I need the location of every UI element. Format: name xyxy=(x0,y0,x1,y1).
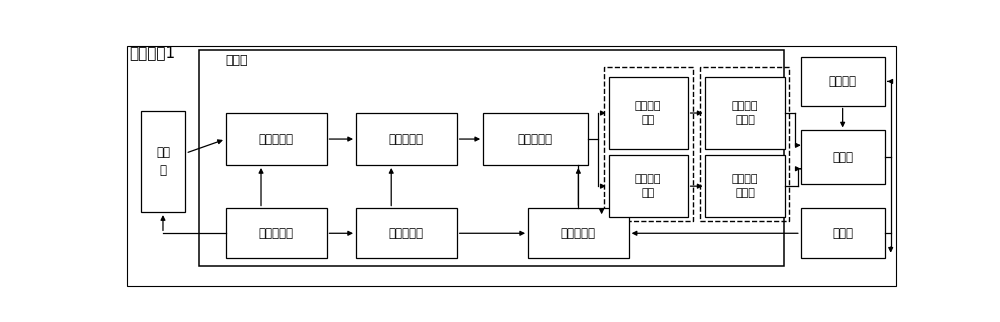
FancyBboxPatch shape xyxy=(140,110,185,212)
FancyBboxPatch shape xyxy=(528,208,629,258)
FancyBboxPatch shape xyxy=(705,77,785,149)
FancyBboxPatch shape xyxy=(483,113,588,165)
Text: 数据接收器: 数据接收器 xyxy=(259,133,294,146)
Text: 电源接口: 电源接口 xyxy=(829,75,857,88)
Text: 数据控制器: 数据控制器 xyxy=(518,133,553,146)
FancyBboxPatch shape xyxy=(801,130,885,184)
Text: 驱动器: 驱动器 xyxy=(832,150,853,164)
Text: 系统控制器: 系统控制器 xyxy=(259,227,294,240)
Text: 接收器: 接收器 xyxy=(832,227,853,240)
FancyBboxPatch shape xyxy=(226,208,326,258)
Text: 数据发送
通道: 数据发送 通道 xyxy=(635,174,661,198)
FancyBboxPatch shape xyxy=(226,113,326,165)
Text: 数据发送
转换器: 数据发送 转换器 xyxy=(732,101,758,125)
FancyBboxPatch shape xyxy=(801,208,885,258)
FancyBboxPatch shape xyxy=(801,57,885,106)
Text: 数据缓存器: 数据缓存器 xyxy=(389,133,424,146)
Text: 传感
器: 传感 器 xyxy=(156,146,170,177)
FancyBboxPatch shape xyxy=(705,155,785,217)
Text: 数据发送
通道: 数据发送 通道 xyxy=(635,101,661,125)
Text: 控制器: 控制器 xyxy=(226,53,248,67)
Text: 数据发送
转换器: 数据发送 转换器 xyxy=(732,174,758,198)
FancyBboxPatch shape xyxy=(609,155,688,217)
FancyBboxPatch shape xyxy=(609,77,688,149)
Text: 命令缓冲器: 命令缓冲器 xyxy=(389,227,424,240)
FancyBboxPatch shape xyxy=(356,208,457,258)
Text: 命令转换器: 命令转换器 xyxy=(561,227,596,240)
FancyBboxPatch shape xyxy=(356,113,457,165)
Text: 传感设备1: 传感设备1 xyxy=(129,45,175,60)
